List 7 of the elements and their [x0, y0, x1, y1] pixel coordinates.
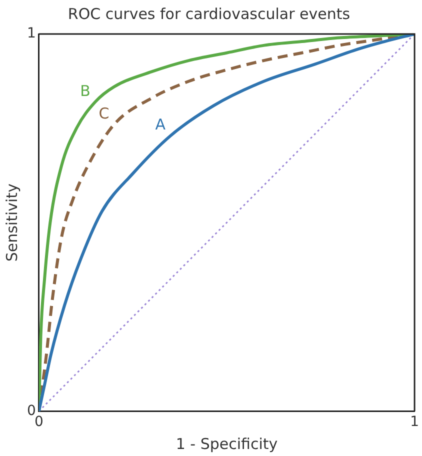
series-label: C	[98, 104, 110, 122]
chart-title: ROC curves for cardiovascular events	[68, 4, 350, 23]
y-axis-title: Sensitivity	[2, 183, 21, 262]
line-series	[38, 34, 415, 412]
series-label: B	[80, 82, 90, 100]
series-label: A	[155, 116, 166, 134]
x-axis-title: 1 - Specificity	[176, 434, 278, 453]
